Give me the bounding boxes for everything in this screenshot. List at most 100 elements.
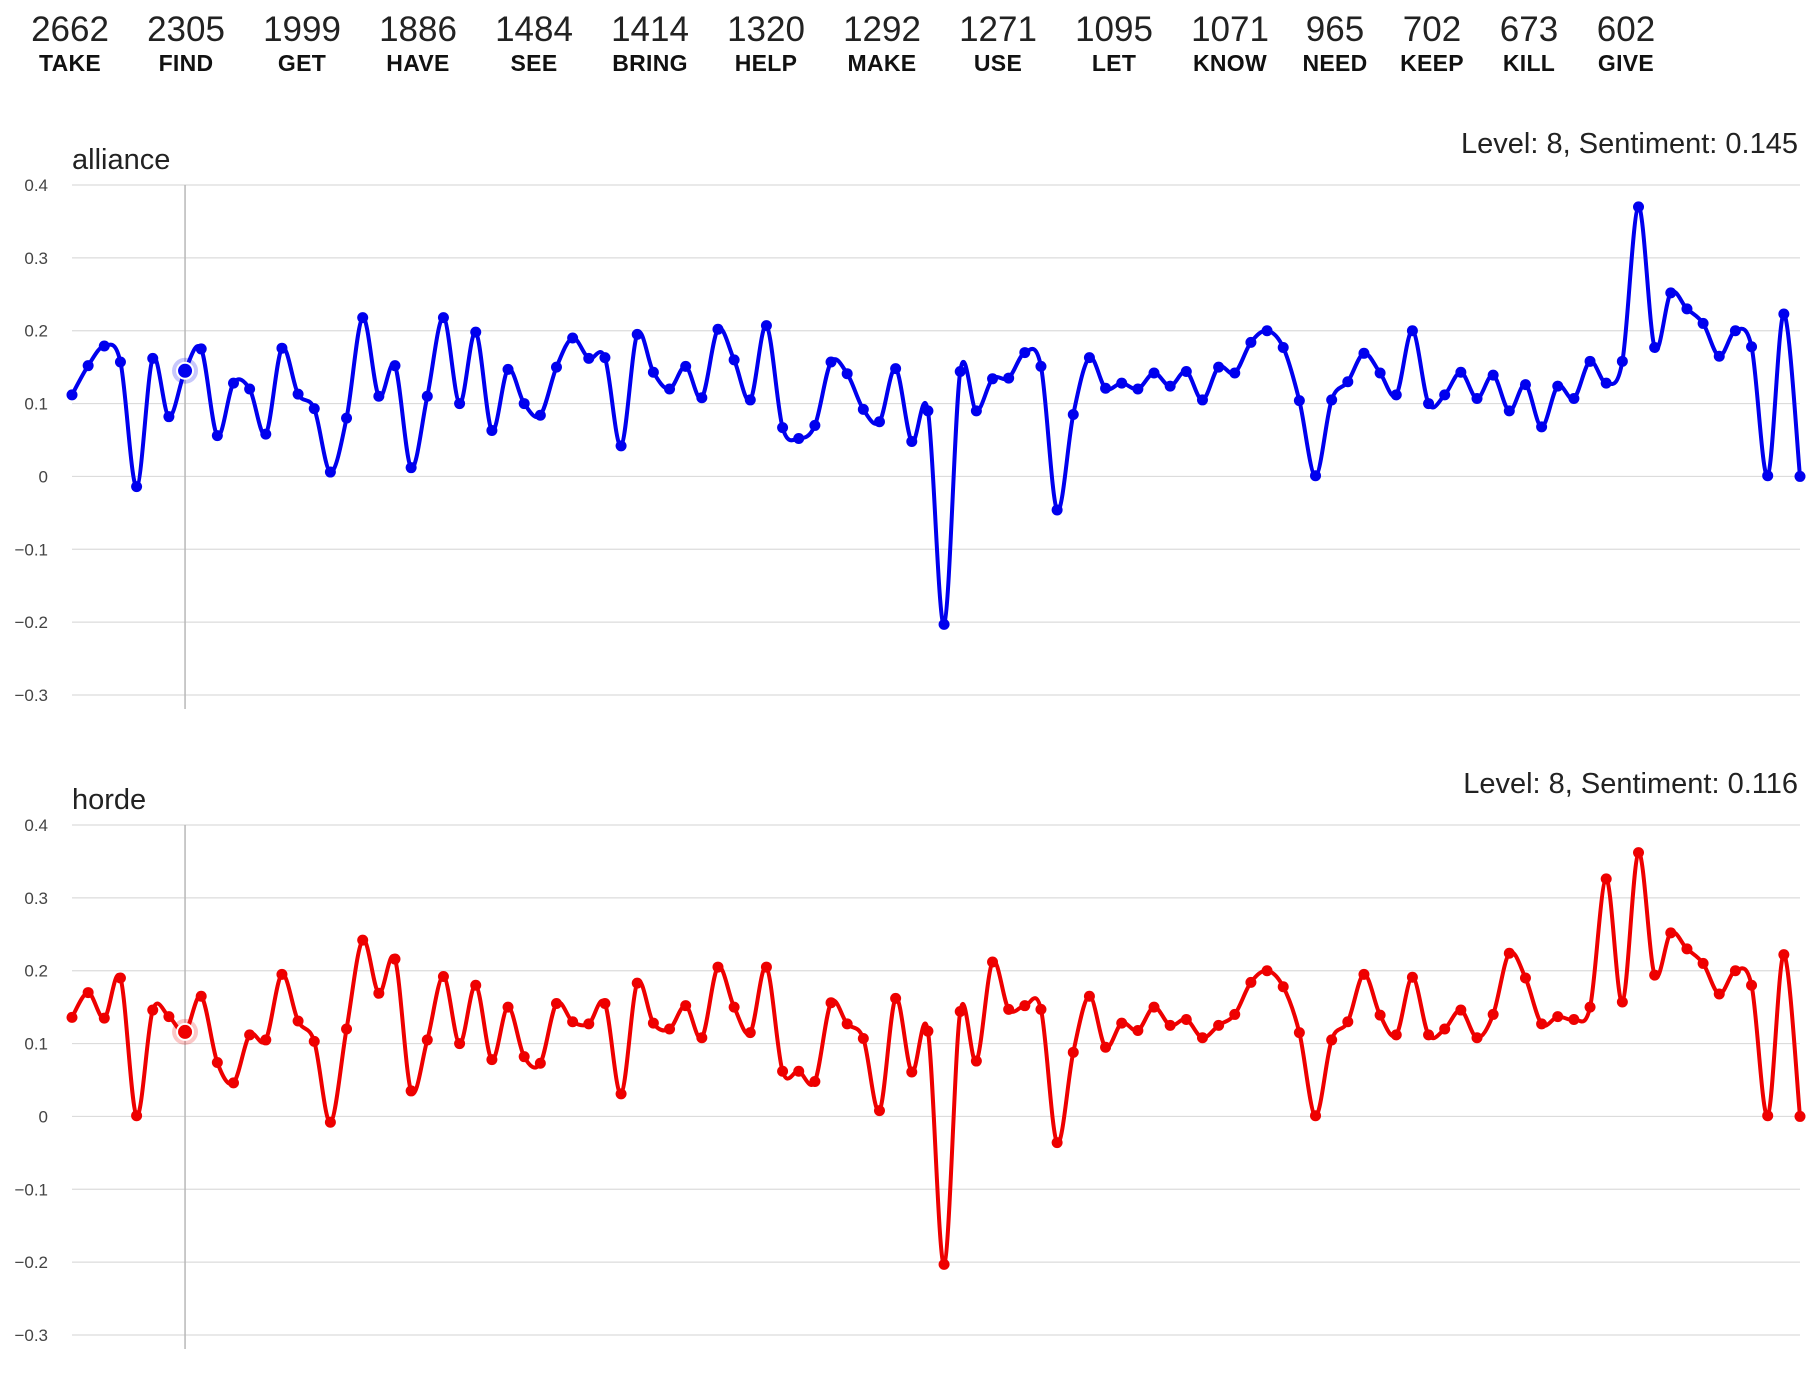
highlighted-point[interactable] bbox=[176, 361, 195, 380]
data-point[interactable] bbox=[599, 352, 611, 364]
data-point[interactable] bbox=[1277, 981, 1289, 993]
data-point[interactable] bbox=[147, 352, 159, 364]
data-point[interactable] bbox=[1261, 965, 1273, 977]
data-point[interactable] bbox=[938, 618, 950, 630]
data-point[interactable] bbox=[308, 403, 320, 415]
data-point[interactable] bbox=[1358, 968, 1370, 980]
data-point[interactable] bbox=[970, 405, 982, 417]
horde-chart[interactable]: horde Level: 8, Sentiment: 0.116 0.4 0.3 0… bbox=[0, 760, 1810, 1350]
data-point[interactable] bbox=[728, 354, 740, 366]
data-point[interactable] bbox=[1180, 1014, 1192, 1026]
data-point[interactable] bbox=[1536, 421, 1548, 433]
data-point[interactable] bbox=[470, 326, 482, 338]
data-point[interactable] bbox=[131, 1110, 143, 1122]
data-point[interactable] bbox=[1196, 394, 1208, 406]
highlighted-point[interactable] bbox=[176, 1022, 195, 1041]
alliance-chart-svg[interactable]: 0.40.30.20.10−0.1−0.2−0.3102030405060708… bbox=[0, 120, 1810, 710]
data-point[interactable] bbox=[292, 1015, 304, 1027]
data-point[interactable] bbox=[195, 343, 207, 355]
data-point[interactable] bbox=[437, 312, 449, 324]
data-point[interactable] bbox=[760, 320, 772, 332]
data-point[interactable] bbox=[825, 356, 837, 368]
data-point[interactable] bbox=[1035, 360, 1047, 372]
data-point[interactable] bbox=[1713, 988, 1725, 1000]
data-point[interactable] bbox=[1342, 1016, 1354, 1028]
data-point[interactable] bbox=[502, 1001, 514, 1013]
data-point[interactable] bbox=[470, 979, 482, 991]
data-point[interactable] bbox=[873, 416, 885, 428]
data-point[interactable] bbox=[131, 481, 143, 493]
data-point[interactable] bbox=[1213, 1019, 1225, 1031]
data-point[interactable] bbox=[793, 1065, 805, 1077]
data-point[interactable] bbox=[486, 425, 498, 437]
data-point[interactable] bbox=[938, 1258, 950, 1270]
data-point[interactable] bbox=[664, 383, 676, 395]
data-point[interactable] bbox=[1519, 379, 1531, 391]
data-point[interactable] bbox=[147, 1004, 159, 1016]
data-point[interactable] bbox=[82, 360, 94, 372]
data-point[interactable] bbox=[1277, 341, 1289, 353]
data-point[interactable] bbox=[1003, 1003, 1015, 1015]
data-point[interactable] bbox=[1229, 367, 1241, 379]
data-point[interactable] bbox=[1180, 366, 1192, 378]
data-point[interactable] bbox=[1132, 1024, 1144, 1036]
data-point[interactable] bbox=[1067, 1046, 1079, 1058]
data-point[interactable] bbox=[906, 435, 918, 447]
data-point[interactable] bbox=[760, 961, 772, 973]
data-point[interactable] bbox=[1584, 1001, 1596, 1013]
data-point[interactable] bbox=[647, 1017, 659, 1029]
data-point[interactable] bbox=[357, 312, 369, 324]
data-point[interactable] bbox=[211, 1057, 223, 1069]
data-point[interactable] bbox=[1067, 409, 1079, 420]
data-point[interactable] bbox=[260, 1034, 272, 1046]
data-point[interactable] bbox=[631, 977, 643, 989]
data-point[interactable] bbox=[1503, 947, 1515, 959]
data-point[interactable] bbox=[227, 1077, 239, 1089]
data-point[interactable] bbox=[1681, 303, 1693, 315]
data-point[interactable] bbox=[1213, 361, 1225, 373]
data-point[interactable] bbox=[534, 1057, 546, 1069]
data-point[interactable] bbox=[1633, 201, 1645, 213]
data-point[interactable] bbox=[244, 383, 256, 395]
data-point[interactable] bbox=[841, 368, 853, 380]
data-point[interactable] bbox=[1455, 366, 1467, 378]
data-point[interactable] bbox=[744, 1027, 756, 1039]
data-point[interactable] bbox=[906, 1066, 918, 1078]
data-point[interactable] bbox=[1358, 347, 1370, 359]
data-point[interactable] bbox=[1390, 389, 1402, 401]
data-point[interactable] bbox=[1342, 376, 1354, 388]
data-point[interactable] bbox=[454, 1038, 466, 1050]
data-point[interactable] bbox=[66, 389, 78, 401]
data-point[interactable] bbox=[341, 412, 353, 424]
data-point[interactable] bbox=[1083, 352, 1095, 364]
data-point[interactable] bbox=[954, 1006, 966, 1018]
data-point[interactable] bbox=[1633, 847, 1645, 859]
data-point[interactable] bbox=[1310, 470, 1322, 482]
data-point[interactable] bbox=[1471, 392, 1483, 404]
data-point[interactable] bbox=[357, 934, 369, 946]
data-point[interactable] bbox=[1148, 1001, 1160, 1013]
data-point[interactable] bbox=[98, 1012, 110, 1024]
data-point[interactable] bbox=[922, 405, 934, 417]
data-point[interactable] bbox=[599, 998, 611, 1009]
horde-chart-svg[interactable]: 0.40.30.20.10−0.1−0.2−0.3102030405060708… bbox=[0, 760, 1810, 1350]
data-point[interactable] bbox=[728, 1001, 740, 1013]
data-point[interactable] bbox=[1439, 389, 1451, 401]
data-point[interactable] bbox=[1713, 350, 1725, 362]
data-point[interactable] bbox=[809, 419, 821, 431]
data-point[interactable] bbox=[712, 323, 724, 335]
data-point[interactable] bbox=[664, 1023, 676, 1035]
data-point[interactable] bbox=[1245, 336, 1257, 348]
data-point[interactable] bbox=[1100, 1041, 1112, 1053]
data-point[interactable] bbox=[421, 390, 433, 402]
data-point[interactable] bbox=[292, 388, 304, 400]
data-point[interactable] bbox=[550, 998, 562, 1009]
data-point[interactable] bbox=[1229, 1008, 1241, 1020]
data-point[interactable] bbox=[1164, 380, 1176, 392]
data-point[interactable] bbox=[1148, 367, 1160, 379]
data-point[interactable] bbox=[244, 1029, 256, 1041]
data-point[interactable] bbox=[1584, 355, 1596, 367]
data-point[interactable] bbox=[631, 328, 643, 340]
data-point[interactable] bbox=[1519, 972, 1531, 984]
data-point[interactable] bbox=[857, 1032, 869, 1044]
